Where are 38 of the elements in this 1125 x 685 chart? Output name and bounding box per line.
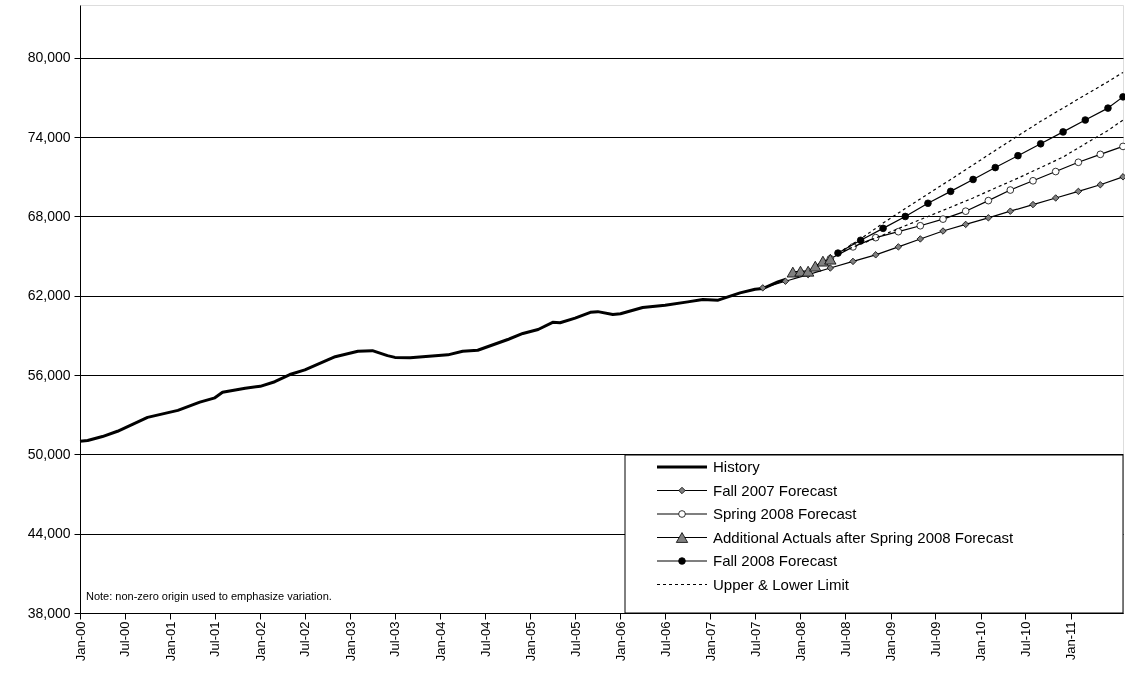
y-tick-label: 68,000 <box>27 207 71 224</box>
legend-label: Upper & Lower Limit <box>713 575 850 593</box>
x-tick-label: Jan-02 <box>252 621 268 662</box>
x-tick-label: Jul-04 <box>477 621 493 657</box>
x-tick-label: Jan-04 <box>432 621 448 662</box>
x-tick-label: Jan-10 <box>973 621 989 662</box>
x-tick-label: Jul-07 <box>747 621 763 657</box>
x-tick-label: Jan-11 <box>1063 621 1079 661</box>
x-tick-label: Jan-06 <box>612 621 628 662</box>
y-tick-label: 50,000 <box>27 445 71 462</box>
x-tick-label: Jul-03 <box>387 621 403 657</box>
x-tick-label: Jul-00 <box>117 621 133 657</box>
y-tick-label: 74,000 <box>27 128 71 145</box>
legend-label: Fall 2007 Forecast <box>713 481 839 499</box>
x-tick-label: Jul-05 <box>567 621 583 657</box>
x-tick-label: Jan-01 <box>162 621 178 662</box>
x-tick-label: Jan-05 <box>522 621 538 662</box>
x-tick-label: Jan-00 <box>72 621 88 662</box>
legend-label: Spring 2008 Forecast <box>713 505 858 522</box>
legend-label: Additional Actuals after Spring 2008 Forecast <box>713 528 1015 546</box>
y-tick-label: 80,000 <box>27 49 71 66</box>
x-tick-label: Jul-10 <box>1017 621 1033 657</box>
y-tick-label: 56,000 <box>27 366 71 383</box>
legend-label: History <box>713 458 761 475</box>
x-tick-label: Jan-07 <box>702 621 718 662</box>
x-tick-label: Jul-09 <box>927 621 943 657</box>
x-tick-label: Jan-08 <box>792 621 808 662</box>
x-tick-label: Jan-09 <box>883 621 899 662</box>
y-tick-label: 38,000 <box>27 604 71 621</box>
y-tick-label: 62,000 <box>27 287 71 304</box>
annotation: Note: non-zero origin used to emphasize variation. <box>86 590 332 602</box>
x-tick-label: Jan-03 <box>342 621 358 662</box>
x-tick-label: Jul-08 <box>837 621 853 657</box>
x-tick-label: Jul-02 <box>297 621 313 657</box>
x-tick-label: Jul-01 <box>207 621 223 657</box>
legend-label: Fall 2008 Forecast <box>713 552 839 569</box>
y-tick-label: 44,000 <box>27 525 71 542</box>
x-tick-label: Jul-06 <box>657 621 673 657</box>
